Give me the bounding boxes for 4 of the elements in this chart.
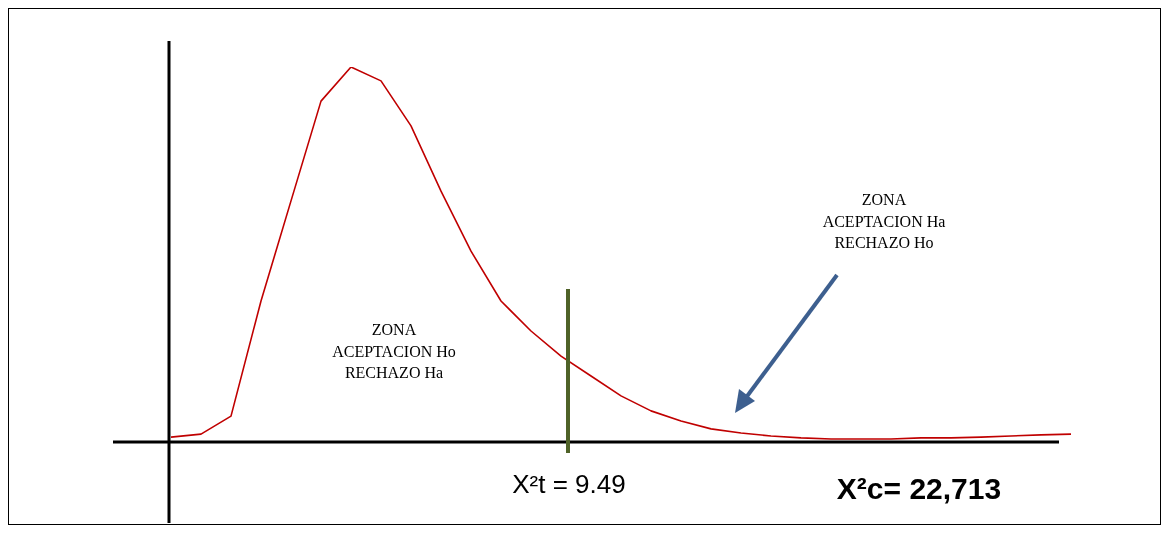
text: X²t = 9.49 [511, 468, 627, 501]
annotation: ZONA ACEPTACION Ha RECHAZO Ho [821, 190, 947, 254]
text: X²c= 22,713 [835, 471, 1003, 507]
annotation: ZONA ACEPTACION Ho RECHAZO Ha [331, 320, 457, 384]
